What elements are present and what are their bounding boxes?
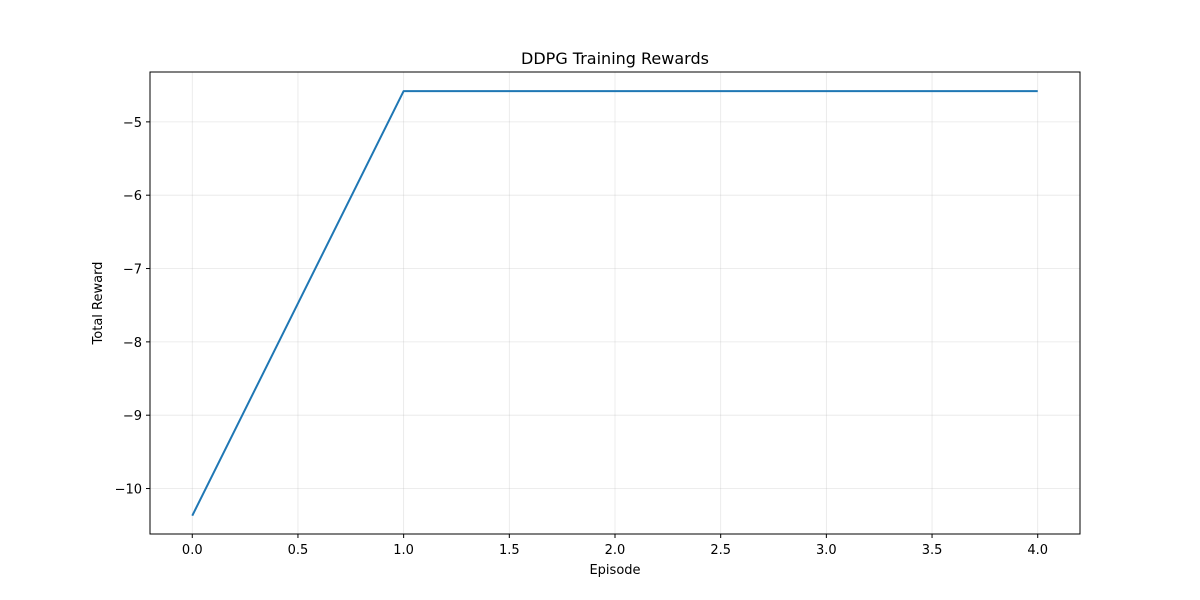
- y-tick-label: −9: [123, 409, 142, 424]
- y-tick-label: −8: [123, 336, 142, 351]
- x-axis-ticks: 0.0 0.5 1.0 1.5 2.0 2.5 3.0 3.5 4.0: [182, 534, 1048, 558]
- y-axis-ticks: −10 −9 −8 −7 −6 −5: [115, 116, 150, 498]
- x-tick-label: 4.0: [1027, 543, 1048, 558]
- y-tick-label: −7: [123, 263, 142, 278]
- x-tick-label: 3.0: [816, 543, 837, 558]
- x-tick-label: 3.5: [922, 543, 943, 558]
- x-tick-label: 1.0: [393, 543, 414, 558]
- x-tick-label: 2.5: [710, 543, 731, 558]
- series-layer: [191, 90, 1038, 517]
- x-tick-label: 0.5: [288, 543, 309, 558]
- x-axis-label: Episode: [589, 563, 640, 578]
- y-tick-label: −5: [123, 116, 142, 131]
- x-tick-label: 0.0: [182, 543, 203, 558]
- series-line: [191, 90, 1038, 517]
- y-axis-label: Total Reward: [91, 262, 106, 346]
- chart-title: DDPG Training Rewards: [521, 49, 709, 68]
- y-tick-label: −10: [115, 483, 142, 498]
- y-tick-label: −6: [123, 189, 142, 204]
- x-tick-label: 1.5: [499, 543, 520, 558]
- x-tick-label: 2.0: [605, 543, 626, 558]
- grid: [150, 72, 1080, 534]
